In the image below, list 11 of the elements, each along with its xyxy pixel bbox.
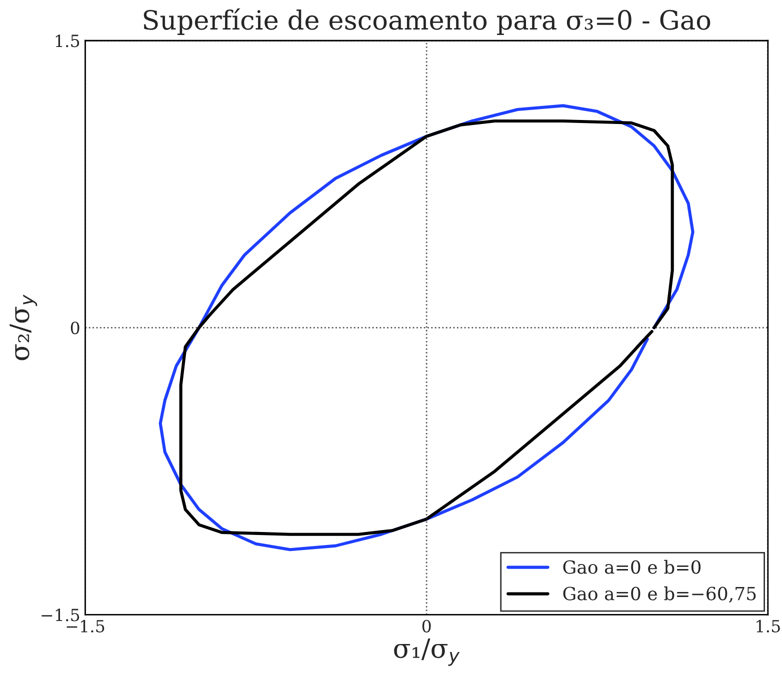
chart-title: Superfície de escoamento para σ₃=0 - Gao <box>144 8 710 35</box>
x-tick-label: 0 <box>422 620 431 632</box>
y-tick-label: 0 <box>70 322 80 334</box>
x-tick-label: −1.5 <box>66 620 104 632</box>
y-axis-title: σ₂/σ$_{y}$ <box>10 294 38 360</box>
y-tick-label: 1.5 <box>56 34 80 48</box>
legend-label: Gao a=0 e b=−60,75 <box>563 586 756 603</box>
y-tick-label: −1.5 <box>42 608 80 622</box>
x-tick-label: 1.5 <box>756 620 780 632</box>
legend-label: Gao a=0 e b=0 <box>563 560 701 574</box>
x-axis-title: σ₁/σ$_{y}$ <box>394 638 460 666</box>
